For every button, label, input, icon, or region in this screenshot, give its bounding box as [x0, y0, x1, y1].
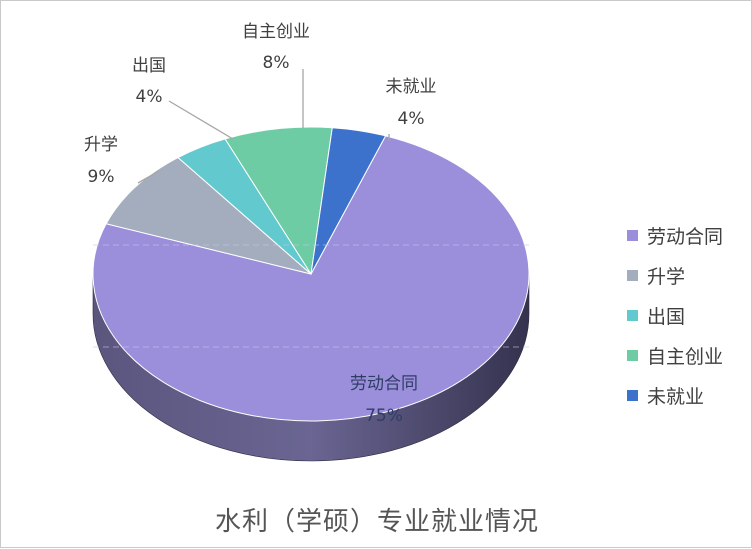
legend-label-1: 升学: [647, 265, 686, 288]
slice-value-0: 75%: [365, 406, 403, 426]
legend-swatch-2: [627, 309, 638, 321]
leader-line-1: [137, 170, 160, 184]
legend-item-2: 出国: [627, 295, 723, 335]
pie-slice-0: [92, 135, 530, 422]
slice-value-3: 8%: [263, 53, 290, 73]
legend-item-1: 升学: [627, 255, 723, 295]
slice-value-4: 4%: [398, 109, 425, 129]
legend-label-3: 自主创业: [647, 345, 724, 368]
legend-item-0: 劳动合同: [627, 215, 723, 255]
slice-label-0: 劳动合同: [350, 374, 418, 394]
legend-item-3: 自主创业: [627, 335, 723, 375]
legend: 劳动合同升学出国自主创业未就业: [627, 215, 723, 415]
legend-item-4: 未就业: [627, 375, 723, 415]
legend-label-4: 未就业: [647, 385, 705, 408]
slice-value-2: 4%: [136, 87, 163, 107]
legend-label-2: 出国: [647, 305, 686, 328]
pie-slice-4: [310, 127, 387, 275]
slice-label-4: 未就业: [386, 77, 437, 97]
legend-swatch-4: [627, 389, 638, 401]
pie-slice-3: [224, 126, 333, 276]
slice-label-1: 升学: [84, 135, 118, 155]
leader-line-2: [168, 100, 234, 140]
legend-swatch-3: [627, 349, 638, 361]
chart-title: 水利（学硕）专业就业情况: [214, 507, 539, 537]
legend-label-0: 劳动合同: [647, 225, 724, 248]
slice-label-3: 自主创业: [242, 22, 310, 42]
pie-slice-1: [105, 156, 312, 275]
legend-swatch-0: [627, 229, 638, 241]
slice-value-1: 9%: [88, 167, 115, 187]
slice-label-2: 出国: [132, 56, 166, 76]
legend-swatch-1: [627, 269, 638, 281]
